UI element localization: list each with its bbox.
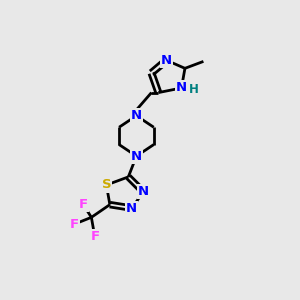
Text: S: S — [102, 178, 111, 191]
Text: N: N — [138, 185, 149, 198]
Text: F: F — [90, 230, 99, 244]
Text: N: N — [131, 109, 142, 122]
Text: H: H — [189, 82, 199, 96]
Text: N: N — [131, 150, 142, 163]
Text: N: N — [176, 82, 187, 94]
Text: F: F — [70, 218, 79, 231]
Text: F: F — [79, 198, 88, 211]
Text: N: N — [126, 202, 137, 214]
Text: N: N — [161, 54, 172, 67]
